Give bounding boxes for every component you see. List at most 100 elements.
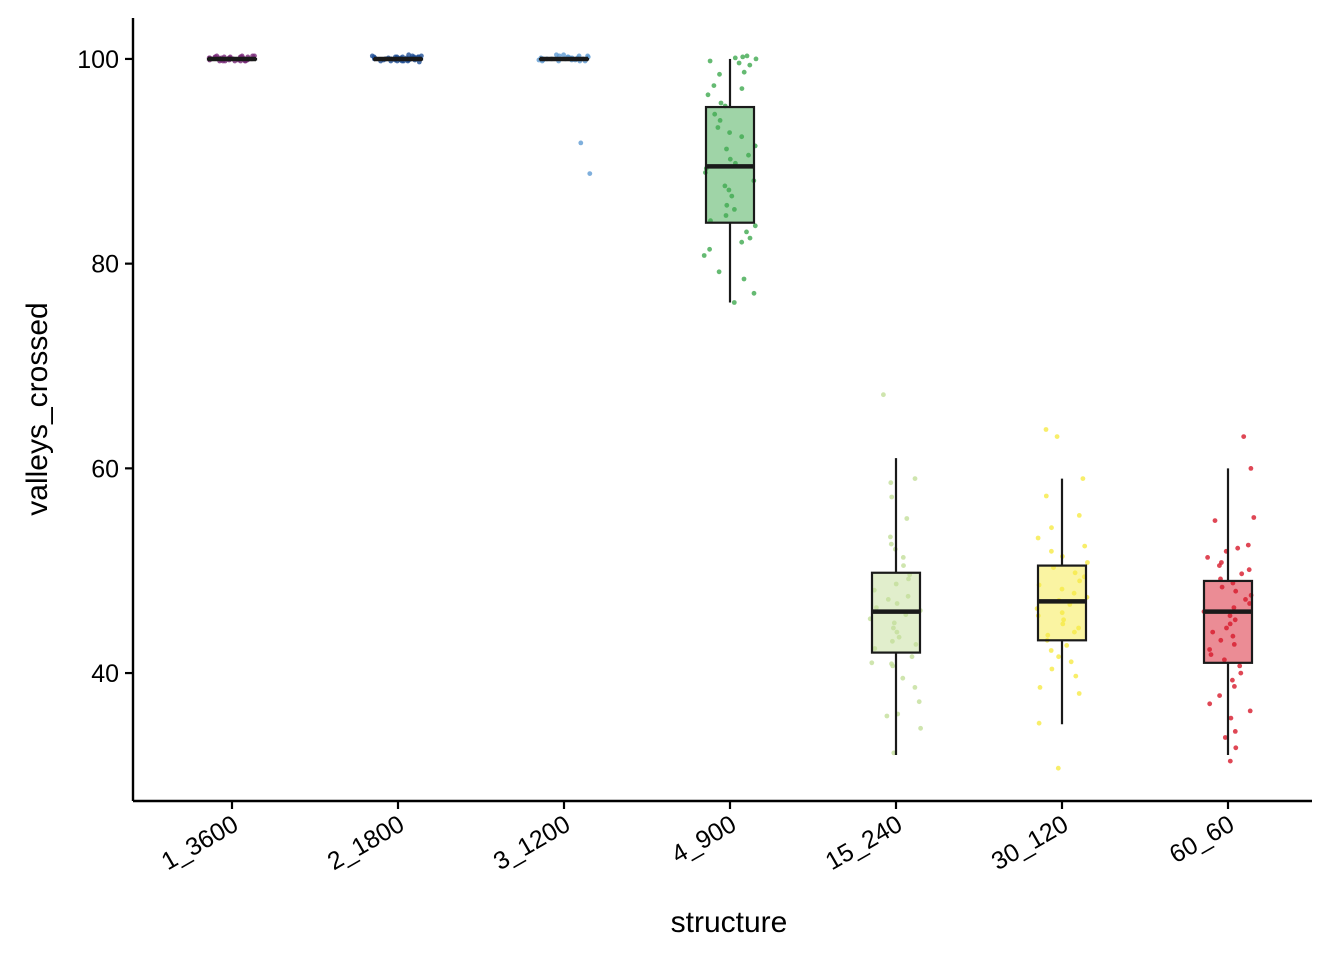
boxes [206,56,1254,755]
data-point [1232,729,1238,734]
data-point [747,62,753,68]
data-point [744,229,749,235]
data-point [1239,571,1245,577]
data-point [888,541,894,547]
data-point [711,83,717,88]
data-point [1076,691,1082,696]
outlier-point [1241,434,1247,439]
data-point [1036,720,1042,726]
data-point [1233,745,1239,751]
y-tick-label: 100 [77,46,119,74]
data-point [869,660,875,666]
y-tick-label: 40 [91,660,119,688]
box-60_60 [1202,468,1254,755]
data-point [901,563,906,568]
iqr-box [1202,579,1254,664]
x-tick-label: 2_1800 [323,810,409,876]
data-point [732,55,738,61]
data-point [1247,708,1253,714]
data-point [1207,701,1213,707]
axes [131,18,1312,803]
data-point [909,654,915,660]
data-point [1085,560,1090,565]
data-point [888,534,893,540]
data-point [1064,643,1070,648]
data-point [1237,663,1243,669]
y-tick-label: 60 [91,455,119,483]
data-point [1068,659,1074,665]
data-point [705,92,711,98]
data-point [741,69,747,75]
x-tick-label: 1_3600 [157,810,243,876]
data-point [912,476,918,481]
data-point [1043,493,1049,499]
x-tick-label: 60_60 [1165,810,1239,869]
data-point [1238,670,1244,676]
y-axis-title: valleys_crossed [21,302,54,515]
data-point [1251,515,1257,520]
data-point [1228,715,1234,721]
data-point [884,713,890,719]
data-point [1049,666,1055,672]
data-point [1235,545,1241,551]
data-point [1035,535,1041,541]
data-point [736,60,742,66]
x-tick-label: 4_900 [667,810,741,869]
data-point [1217,693,1222,698]
x-axis-title: structure [671,906,788,939]
data-point [889,494,895,500]
outlier-point [1055,765,1061,771]
data-point [1232,684,1237,689]
data-point [747,235,753,241]
data-point [1049,548,1054,554]
box-1_3600 [206,56,258,62]
outlier-point [578,140,584,146]
data-point [701,253,707,258]
data-point [707,246,712,252]
data-point [707,58,713,64]
data-point [1245,542,1251,548]
data-point [731,300,737,305]
data-point [741,276,747,282]
outlier-point [881,392,886,398]
box-2_1800 [372,56,424,62]
data-point [1212,518,1218,523]
data-point [1248,466,1254,471]
x-tick-label: 30_120 [987,810,1073,876]
box-15_240 [870,458,922,755]
outlier-point [1054,434,1060,439]
data-point [717,71,722,77]
data-point [1080,476,1086,481]
data-point [718,100,724,106]
data-point [912,685,918,690]
data-point [1222,735,1228,740]
data-point [1230,677,1235,683]
box-3_1200 [538,56,590,62]
data-point [918,725,923,731]
outlier-point [587,171,593,177]
data-point [744,53,750,59]
data-point [1082,543,1088,549]
data-point [751,290,757,296]
data-point [904,516,910,521]
ticks: 40 60 80 100 1_3600 2_1800 3_1200 4_900 15_240 30… [77,46,1239,876]
y-tick-label: 80 [91,251,119,279]
data-point [739,239,745,245]
outlier-point [1227,758,1233,764]
data-point [916,699,922,705]
data-point [888,480,894,486]
data-point [753,56,759,62]
data-point [740,54,746,60]
outlier-point [1043,427,1049,432]
data-point [1049,525,1054,531]
data-point [1217,563,1222,568]
data-point [752,223,758,229]
data-point [739,86,745,91]
data-point [1076,513,1082,518]
data-point [1246,567,1252,573]
data-point [900,555,906,560]
data-point [716,269,722,275]
data-point [1205,555,1210,560]
data-point [1048,648,1054,653]
